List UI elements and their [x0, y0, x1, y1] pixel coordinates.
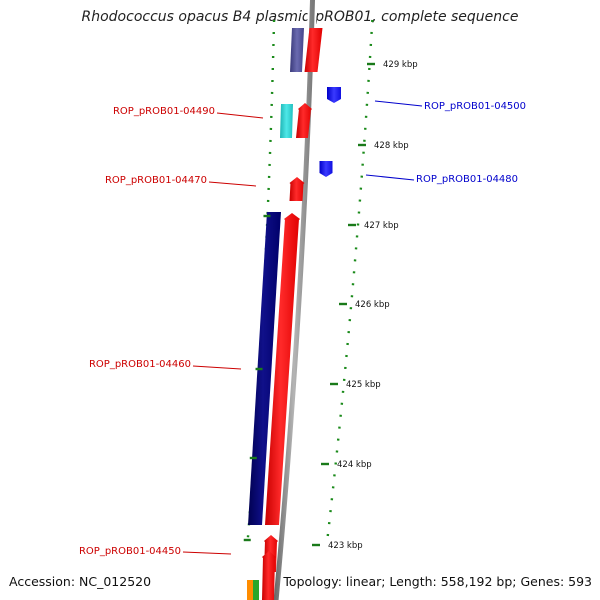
gene-label[interactable]: ROP_pROB01-04500: [424, 101, 526, 112]
gene-label-leader: [192, 365, 242, 370]
gene-label[interactable]: ROP_pROB01-04460: [89, 359, 191, 370]
scale-tick-label: 427 kbp: [364, 221, 399, 231]
gene-feature-green: [253, 580, 259, 600]
scale-tick-label: 429 kbp: [383, 60, 418, 70]
gene-feature-red-bottom: [262, 551, 276, 600]
scale-tick-label: 426 kbp: [355, 300, 390, 310]
chromosome-backbone: [271, 0, 318, 600]
gene-label-leader: [365, 174, 415, 181]
scale-ticks: 429 kbp 428 kbp 427 kbp 426 kbp 425 kbp 424 k…: [243, 60, 418, 551]
gene-feature-navy-04460: [248, 212, 281, 525]
scale-tick-label: 425 kbp: [346, 380, 381, 390]
gene-label[interactable]: ROP_pROB01-04490: [113, 106, 215, 117]
gene-label-leader: [182, 551, 232, 555]
gene-feature-cyan: [280, 104, 293, 138]
scale-tick-label: 424 kbp: [337, 460, 372, 470]
gene-labels: ROP_pROB01-04490 ROP_pROB01-04470 ROP_pROB…: [79, 100, 526, 557]
accession-text: Accession: NC_012520: [9, 574, 152, 589]
scale-tick-label: 423 kbp: [328, 541, 363, 551]
gene-label-leader: [374, 100, 423, 107]
gene-feature-blue-04500: [327, 87, 341, 103]
summary-text: Topology: linear; Length: 558,192 bp; Ge…: [283, 574, 592, 589]
gene-label[interactable]: ROP_pROB01-04450: [79, 546, 181, 557]
gene-label[interactable]: ROP_pROB01-04470: [105, 175, 207, 186]
gene-feature-red-top: [304, 28, 323, 72]
map-title: Rhodococcus opacus B4 plasmid pROB01, co…: [81, 9, 519, 25]
gene-feature-blue-04480: [319, 161, 333, 177]
gene-label-leader: [208, 181, 257, 187]
gene-label-leader: [216, 112, 264, 119]
gene-label[interactable]: ROP_pROB01-04480: [416, 174, 518, 185]
gene-feature-red-04470: [289, 177, 305, 201]
scale-tick-label: 428 kbp: [374, 141, 409, 151]
gene-features: [247, 28, 341, 600]
gene-feature-red-04490: [296, 103, 312, 138]
gene-feature-orange: [247, 580, 253, 600]
gene-feature-purple: [290, 28, 304, 72]
gene-feature-red-04460: [265, 213, 300, 525]
